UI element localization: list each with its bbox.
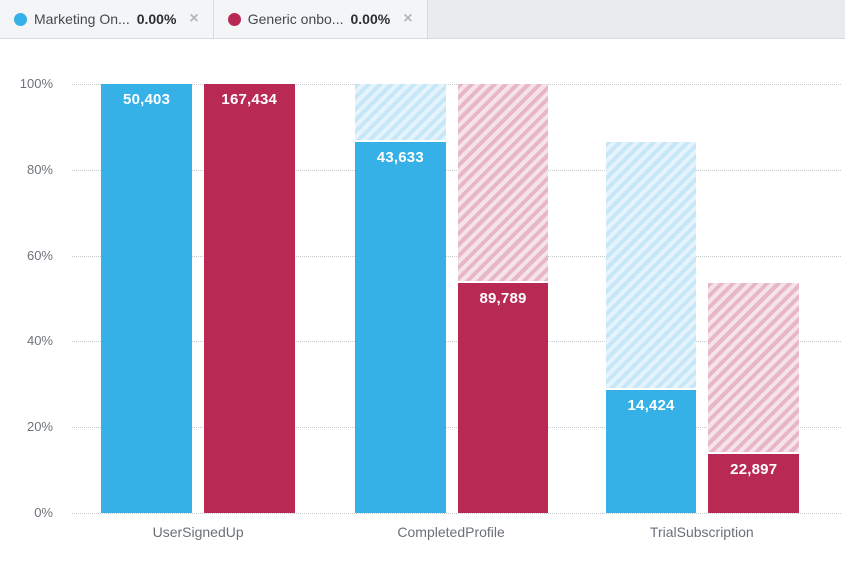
x-axis-category-label: UserSignedUp — [152, 524, 244, 540]
gridline — [72, 84, 841, 85]
bar-value-label: 167,434 — [221, 91, 278, 108]
bar-hatched-segment[interactable] — [708, 282, 800, 455]
series-color-dot — [14, 12, 27, 26]
y-axis-tick-label: 60% — [26, 247, 53, 263]
x-axis: UserSignedUp CompletedProfile TrialSubscri… — [72, 524, 841, 546]
bar-solid-segment[interactable]: 50,403 — [101, 84, 192, 513]
y-axis-tick-label: 80% — [26, 161, 53, 177]
legend-chip-0[interactable]: Marketing On... 0.00% × — [0, 0, 214, 38]
legend-conversion-value: 0.00% — [136, 11, 177, 27]
legend-bar: Marketing On... 0.00% × Generic onbo... 0.00… — [0, 0, 845, 39]
y-axis-tick-label: 0% — [34, 505, 53, 520]
gridline — [72, 169, 841, 171]
x-axis-category-label: CompletedProfile — [397, 524, 505, 540]
legend-conversion-value: 0.00% — [350, 11, 391, 27]
bar-solid-segment[interactable]: 43,633 — [354, 141, 446, 513]
bar-value-label: 89,789 — [479, 289, 527, 307]
legend-series-label: Marketing On... — [34, 11, 130, 27]
y-axis-tick-label: 20% — [26, 419, 53, 435]
bar-value-label: 22,897 — [730, 461, 778, 479]
legend-series-label: Generic onbo... — [247, 11, 344, 27]
legend-remove-icon[interactable]: × — [189, 10, 199, 27]
gridline — [72, 341, 841, 343]
gridline — [72, 513, 841, 514]
plot-area: 50,403 43,633 14,424 167,434 89,789 22,897 — [72, 84, 841, 514]
bar-value-label: 50,403 — [123, 91, 171, 108]
y-axis-tick-label: 100% — [19, 76, 53, 91]
bar-solid-segment[interactable]: 89,789 — [457, 282, 549, 513]
bar-value-label: 43,633 — [376, 148, 424, 166]
bar-solid-segment[interactable]: 22,897 — [708, 454, 800, 513]
bar-solid-segment[interactable]: 167,434 — [203, 84, 295, 513]
bar-hatched-segment[interactable] — [354, 84, 446, 142]
legend-chip-1[interactable]: Generic onbo... 0.00% × — [213, 0, 428, 38]
bar-hatched-segment[interactable] — [605, 141, 697, 391]
y-axis: 100% 80% 60% 40% 20% 0% — [0, 76, 53, 520]
legend-remove-icon[interactable]: × — [403, 10, 413, 27]
gridline — [72, 427, 841, 429]
y-axis-tick-label: 40% — [26, 333, 53, 349]
x-axis-category-label: TrialSubscription — [649, 524, 754, 540]
series-color-dot — [227, 12, 241, 26]
bar-solid-segment[interactable]: 14,424 — [605, 390, 697, 513]
gridline — [72, 255, 841, 257]
bar-value-label: 14,424 — [627, 397, 675, 415]
bar-hatched-segment[interactable] — [457, 84, 549, 283]
